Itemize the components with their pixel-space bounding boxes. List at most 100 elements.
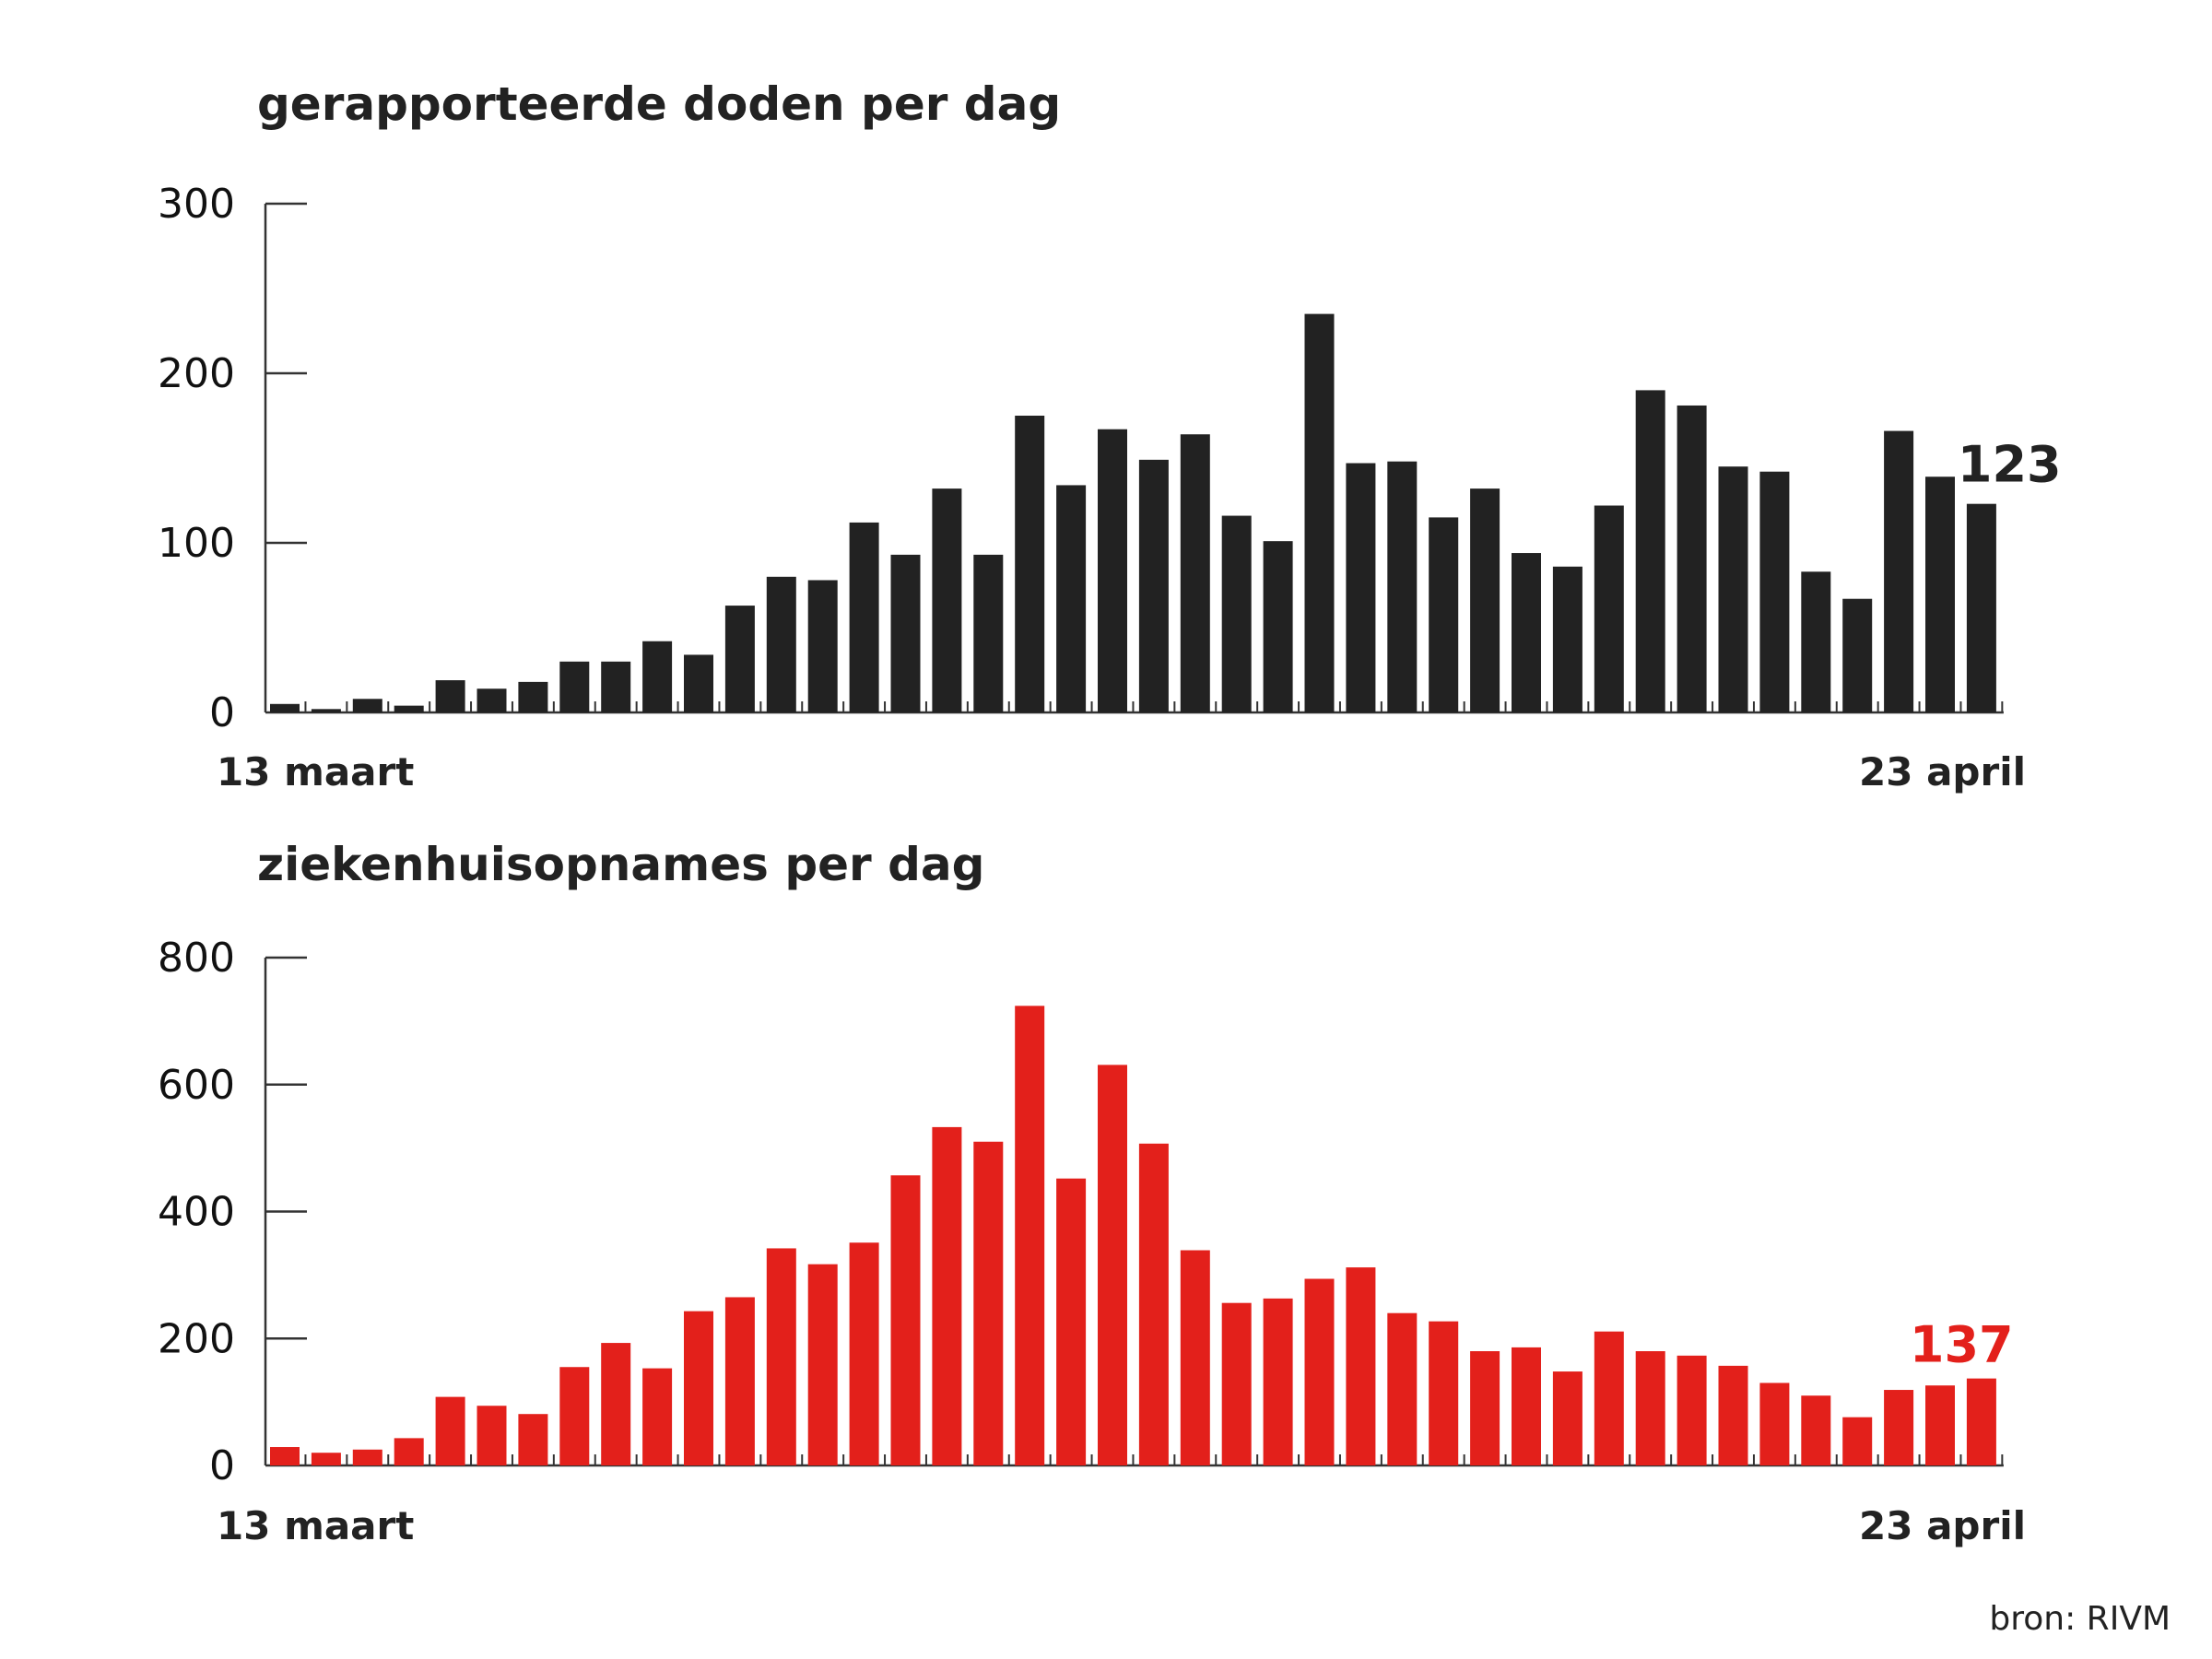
deaths-chart: gerapporteerde doden per dag 0100200300 … (158, 77, 2062, 794)
admissions-bars: 13 mrt: 29 14 mrt: 20 15 mrt: 25 16 mrt: 43… (270, 1006, 1996, 1465)
deaths-last-value-label: 123 (1958, 436, 2062, 494)
admissions-bar: 18 apr: 130 (1759, 1382, 1790, 1465)
admissions-last-value-label: 137 (1910, 1316, 2014, 1374)
admissions-bar: 19 mrt: 81 (518, 1414, 548, 1465)
deaths-bar: 10 apr: 115 (1429, 517, 1459, 712)
admissions-bar: 8 apr: 312 (1346, 1267, 1376, 1465)
deaths-bar: 5 apr: 116 (1221, 515, 1252, 712)
deaths-bar: 17 mrt: 19 (435, 680, 465, 712)
deaths-x-start-label: 13 maart (217, 749, 414, 794)
deaths-bar: 19 apr: 83 (1801, 571, 1831, 712)
deaths-y-tick-label: 200 (158, 350, 235, 397)
deaths-bars: 13 mrt: 5 14 mrt: 2 15 mrt: 8 16 mrt: 4 17 m… (270, 313, 1996, 712)
deaths-y-tick-label: 300 (158, 181, 235, 228)
deaths-bar: 1 apr: 134 (1056, 485, 1087, 712)
deaths-bar: 28 mrt: 93 (890, 554, 921, 712)
deaths-x-end-label: 23 april (1859, 749, 2026, 794)
admissions-bar: 21 mrt: 193 (601, 1343, 631, 1465)
deaths-bar: 11 apr: 132 (1470, 488, 1500, 712)
admissions-bar: 1 apr: 452 (1056, 1178, 1087, 1465)
admissions-y-tick-label: 200 (158, 1315, 235, 1362)
deaths-bar: 16 apr: 181 (1677, 405, 1707, 712)
deaths-bar: 18 mrt: 14 (477, 688, 507, 712)
admissions-bar: 30 mrt: 510 (973, 1141, 1004, 1465)
admissions-bar: 27 mrt: 351 (849, 1242, 879, 1465)
deaths-bar: 20 mrt: 30 (559, 661, 590, 712)
admissions-chart-title: ziekenhuisopnames per dag (257, 838, 984, 891)
admissions-bar: 16 mrt: 43 (394, 1438, 424, 1465)
deaths-bar: 13 mrt: 5 (270, 703, 300, 712)
admissions-bar: 6 apr: 263 (1263, 1298, 1293, 1465)
admissions-bar: 19 apr: 110 (1801, 1395, 1831, 1465)
admissions-chart: ziekenhuisopnames per dag 0200400600800 … (158, 838, 2026, 1548)
deaths-bar: 24 mrt: 63 (724, 606, 755, 712)
deaths-bar: 26 mrt: 78 (807, 580, 838, 712)
admissions-bar: 14 apr: 211 (1594, 1331, 1624, 1465)
deaths-bar: 4 apr: 164 (1180, 434, 1210, 712)
deaths-bar: 15 mrt: 8 (352, 699, 382, 712)
deaths-bar: 25 mrt: 80 (766, 576, 796, 712)
source-label: bron: RIVM (1989, 1600, 2171, 1638)
admissions-bar: 22 mrt: 153 (642, 1368, 673, 1465)
admissions-bar: 22 apr: 126 (1925, 1385, 1955, 1465)
admissions-bar: 17 mrt: 108 (435, 1396, 465, 1465)
deaths-bar: 6 apr: 101 (1263, 541, 1293, 712)
admissions-bar: 23 apr: 137 (1966, 1378, 1996, 1465)
deaths-bar: 13 apr: 86 (1552, 566, 1583, 712)
deaths-bar: 8 apr: 147 (1346, 463, 1376, 712)
deaths-bar: 23 mrt: 34 (684, 654, 713, 712)
deaths-bar: 16 mrt: 4 (394, 705, 424, 712)
deaths-bar: 14 mrt: 2 (311, 709, 341, 712)
deaths-bar: 23 apr: 123 (1966, 503, 1996, 712)
deaths-chart-title: gerapporteerde doden per dag (257, 77, 1061, 131)
admissions-bar: 5 apr: 256 (1221, 1302, 1252, 1465)
admissions-bar: 16 apr: 173 (1677, 1355, 1707, 1465)
admissions-y-tick-label: 400 (158, 1189, 235, 1236)
admissions-bar: 21 apr: 119 (1884, 1390, 1914, 1465)
deaths-y-tick-label: 100 (158, 520, 235, 567)
admissions-bar: 20 mrt: 155 (559, 1367, 590, 1465)
deaths-bar: 19 mrt: 18 (518, 681, 548, 712)
deaths-bar: 12 apr: 94 (1512, 553, 1541, 712)
admissions-x-end-label: 23 april (1859, 1503, 2026, 1548)
deaths-bar: 31 mrt: 175 (1015, 416, 1045, 712)
admissions-bar: 15 mrt: 25 (352, 1449, 382, 1465)
deaths-bar: 27 mrt: 112 (849, 522, 879, 712)
admissions-bar: 29 mrt: 533 (932, 1126, 962, 1465)
admissions-bar: 7 apr: 294 (1304, 1278, 1335, 1465)
admissions-bar: 18 mrt: 94 (477, 1406, 507, 1465)
admissions-y-axis: 0 200 400 600 800 (158, 935, 2004, 1489)
admissions-bar: 17 apr: 157 (1718, 1365, 1748, 1465)
deaths-y-axis: 0 100 200 300 (158, 181, 2004, 736)
deaths-bar: 9 apr: 148 (1387, 461, 1418, 712)
admissions-bar: 13 apr: 148 (1552, 1371, 1583, 1465)
admissions-bar: 10 apr: 227 (1429, 1321, 1459, 1465)
admissions-bar: 3 apr: 507 (1138, 1143, 1169, 1465)
admissions-bar: 12 apr: 186 (1512, 1347, 1541, 1465)
admissions-bar: 14 mrt: 20 (311, 1453, 341, 1465)
admissions-bar: 26 mrt: 317 (807, 1264, 838, 1465)
admissions-bar: 11 apr: 180 (1470, 1351, 1500, 1465)
deaths-bar: 29 mrt: 132 (932, 488, 962, 712)
deaths-bar: 17 apr: 145 (1718, 466, 1748, 712)
admissions-bar: 24 mrt: 265 (724, 1297, 755, 1465)
admissions-x-start-label: 13 maart (217, 1503, 414, 1548)
deaths-bar: 7 apr: 235 (1304, 313, 1335, 712)
deaths-bar: 18 apr: 142 (1759, 471, 1790, 712)
deaths-bar: 3 apr: 149 (1138, 459, 1169, 712)
deaths-bar: 21 mrt: 30 (601, 661, 631, 712)
admissions-bar: 25 mrt: 342 (766, 1248, 796, 1465)
admissions-y-tick-label: 0 (209, 1442, 235, 1489)
deaths-bar: 22 mrt: 42 (642, 641, 673, 712)
deaths-bar: 20 apr: 67 (1842, 598, 1873, 712)
admissions-y-tick-label: 800 (158, 935, 235, 982)
admissions-bar: 9 apr: 240 (1387, 1312, 1418, 1465)
admissions-bar: 23 mrt: 243 (684, 1311, 713, 1465)
admissions-bar: 2 apr: 631 (1098, 1065, 1127, 1465)
admissions-bar: 4 apr: 339 (1180, 1250, 1210, 1465)
admissions-bar: 20 apr: 76 (1842, 1417, 1873, 1465)
deaths-bar: 21 apr: 166 (1884, 430, 1914, 712)
admissions-y-tick-label: 600 (158, 1062, 235, 1109)
deaths-bar: 14 apr: 122 (1594, 505, 1624, 712)
